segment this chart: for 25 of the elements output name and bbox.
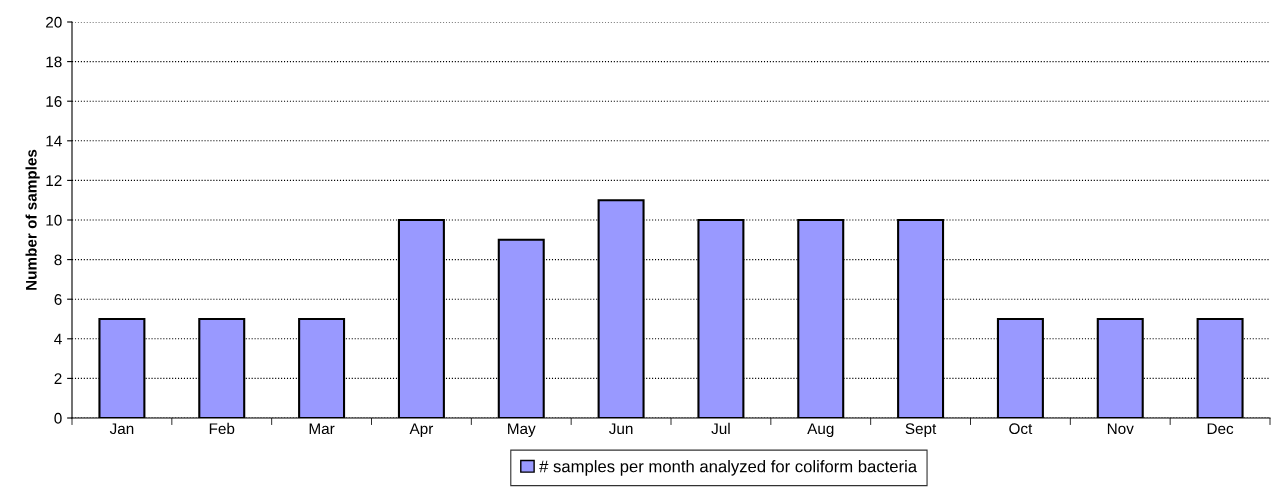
y-tick-label: 18 <box>46 56 62 68</box>
x-tick-label: Dec <box>1207 423 1234 435</box>
x-tick-label: Oct <box>1009 423 1033 435</box>
x-tick-label: Jun <box>609 423 633 435</box>
y-tick-label: 12 <box>46 175 62 186</box>
x-tick-label: Aug <box>807 423 834 438</box>
y-axis-title: Number of samples <box>25 149 40 290</box>
y-tick-label: 6 <box>54 294 62 305</box>
x-tick-label: Nov <box>1107 423 1134 435</box>
y-tick-label: 4 <box>54 333 62 345</box>
y-tick-label: 14 <box>46 135 62 147</box>
y-tick-label: 2 <box>54 373 62 384</box>
legend-label: # samples per month analyzed for coliform bacteria <box>539 460 918 476</box>
y-tick-label: 16 <box>46 96 62 107</box>
x-tick-label: Jan <box>109 423 134 435</box>
y-tick-label: 20 <box>46 16 62 28</box>
x-tick-label: Apr <box>409 423 434 438</box>
y-tick-label: 10 <box>46 214 62 226</box>
x-tick-label: Sept <box>905 423 937 438</box>
x-tick-label: Jul <box>711 422 730 435</box>
x-tick-label: May <box>508 423 536 438</box>
x-tick-label: Mar <box>309 423 335 435</box>
x-tick-label: Feb <box>209 422 235 435</box>
y-tick-label: 8 <box>54 254 62 266</box>
y-tick-label: 0 <box>54 412 62 424</box>
